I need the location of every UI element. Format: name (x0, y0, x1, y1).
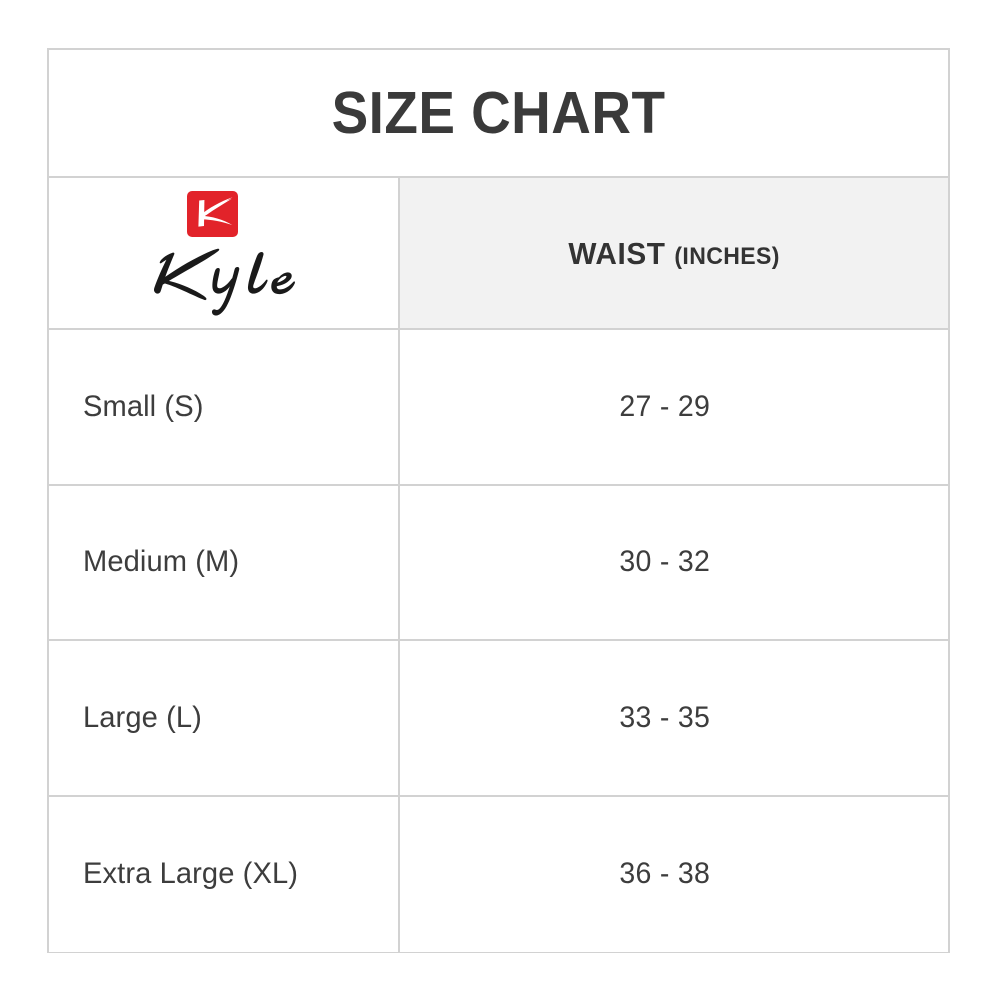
header-cell-brand (49, 178, 400, 328)
cell-waist-value: 27 - 29 (400, 330, 948, 484)
table-title-row: SIZE CHART (49, 50, 948, 178)
cell-waist-value: 30 - 32 (400, 486, 948, 640)
waist-header-main: WAIST (568, 235, 666, 271)
table-row: Small (S) 27 - 29 (49, 330, 948, 486)
size-chart-table: SIZE CHART (47, 48, 950, 953)
size-label: Small (S) (83, 389, 204, 423)
table-header-row: WAIST (INCHES) (49, 178, 948, 330)
waist-column-header: WAIST (INCHES) (568, 238, 779, 269)
cell-size-label: Medium (M) (49, 485, 400, 639)
waist-value: 30 - 32 (619, 545, 711, 579)
waist-value: 36 - 38 (619, 857, 711, 891)
waist-value: 33 - 35 (619, 700, 711, 734)
brand-wordmark (143, 225, 323, 317)
table-row: Large (L) 33 - 35 (49, 641, 948, 797)
waist-value: 27 - 29 (619, 389, 711, 423)
brand-logo (143, 191, 323, 319)
waist-header-unit: (INCHES) (674, 242, 780, 270)
table-row: Extra Large (XL) 36 - 38 (49, 796, 948, 953)
cell-size-label: Small (S) (49, 330, 400, 484)
table-row: Medium (M) 30 - 32 (49, 485, 948, 641)
cell-size-label: Extra Large (XL) (49, 796, 400, 952)
page-title: SIZE CHART (331, 79, 666, 146)
size-label: Large (L) (83, 700, 202, 734)
header-cell-waist: WAIST (INCHES) (400, 178, 948, 328)
size-label: Medium (M) (83, 545, 240, 579)
kyle-k-logomark-icon (187, 191, 238, 237)
cell-waist-value: 36 - 38 (400, 797, 948, 953)
cell-waist-value: 33 - 35 (400, 641, 948, 795)
size-label: Extra Large (XL) (83, 857, 299, 891)
cell-size-label: Large (L) (49, 641, 400, 795)
